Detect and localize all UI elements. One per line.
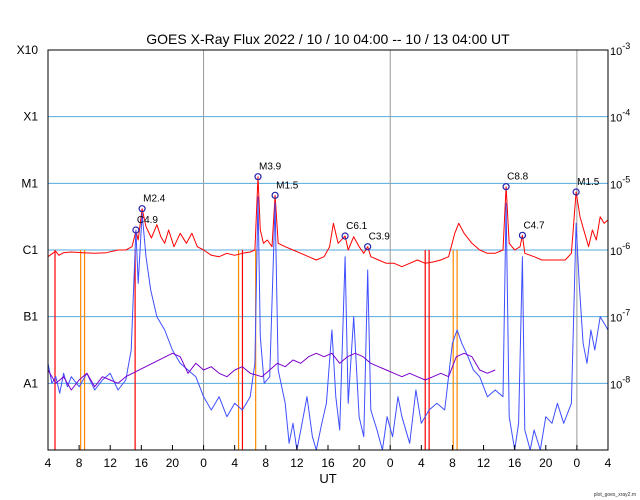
right-axis-mantissa: 10 xyxy=(610,179,622,191)
right-axis-mantissa: 10 xyxy=(610,113,622,125)
x-axis-ticks: 4 8 12 16 20 0 4 8 12 16 20 0 4 8 12 16 20 0 4 xyxy=(45,445,612,470)
right-axis-exponent: -6 xyxy=(622,241,630,251)
flare-marker-1 xyxy=(132,226,140,234)
x-tick-label-7: 8 xyxy=(262,456,269,470)
x-tick-label-18: 4 xyxy=(605,456,612,470)
right-axis-exponent: -8 xyxy=(622,374,630,384)
left-axis-label-2: M1 xyxy=(21,176,38,190)
x-tick-label-4: 20 xyxy=(166,456,180,470)
flare-label-3: M1.5 xyxy=(276,180,299,191)
flare-label-0: M2.4 xyxy=(143,194,166,205)
left-axis-label-3: C1 xyxy=(23,243,39,257)
x-tick-label-10: 20 xyxy=(352,456,366,470)
right-axis-exponent: -7 xyxy=(622,308,630,318)
flare-label-2: M3.9 xyxy=(259,162,282,173)
x-tick-label-6: 4 xyxy=(231,456,238,470)
flare-marker-0 xyxy=(138,205,146,213)
right-axis-label-4: 10-7 xyxy=(610,308,630,325)
x-tick-label-14: 12 xyxy=(477,456,491,470)
flare-marker-3 xyxy=(271,191,279,199)
x-tick-label-9: 16 xyxy=(321,456,335,470)
right-axis-exponent: -3 xyxy=(622,41,630,51)
series-line-1 xyxy=(47,196,609,451)
flare-marker-4 xyxy=(341,232,349,240)
right-axis-mantissa: 10 xyxy=(610,379,622,391)
right-axis-label-5: 10-8 xyxy=(610,374,630,391)
series-layer xyxy=(47,176,609,451)
flare-label-7: C4.7 xyxy=(523,220,545,231)
flare-label-4: C6.1 xyxy=(346,221,368,232)
right-axis-label-3: 10-6 xyxy=(610,241,630,258)
x-tick-label-16: 20 xyxy=(539,456,553,470)
left-axis-label-5: A1 xyxy=(23,376,38,390)
right-axis-exponent: -5 xyxy=(622,174,630,184)
x-tick-label-1: 8 xyxy=(76,456,83,470)
right-axis-labels: 10-310-410-510-610-710-8 xyxy=(610,41,630,391)
series-line-2 xyxy=(47,352,496,391)
flare-label-8: M1.5 xyxy=(577,177,600,188)
right-axis-mantissa: 10 xyxy=(610,313,622,325)
x-tick-label-17: 0 xyxy=(574,456,581,470)
right-axis-label-0: 10-3 xyxy=(610,41,630,58)
right-axis-exponent: -4 xyxy=(622,108,630,118)
x-tick-label-0: 4 xyxy=(45,456,52,470)
flare-marker-7 xyxy=(518,231,527,239)
x-tick-label-11: 0 xyxy=(387,456,394,470)
chart-title: GOES X-Ray Flux 2022 / 10 / 10 04:00 -- … xyxy=(146,31,510,47)
flare-marker-8 xyxy=(572,188,580,196)
x-axis-title: UT xyxy=(319,471,336,486)
flare-label-5: C3.9 xyxy=(369,232,391,243)
x-tick-label-5: 0 xyxy=(200,456,207,470)
flare-label-1: C4.9 xyxy=(137,215,159,226)
flare-marker-2 xyxy=(254,173,262,181)
flare-marker-5 xyxy=(364,243,372,251)
right-axis-label-1: 10-4 xyxy=(610,108,630,125)
x-tick-label-8: 12 xyxy=(290,456,304,470)
x-tick-label-2: 12 xyxy=(104,456,118,470)
right-axis-mantissa: 10 xyxy=(610,246,622,258)
vertical-markers xyxy=(54,250,458,450)
right-axis-mantissa: 10 xyxy=(610,46,622,58)
left-axis-label-4: B1 xyxy=(23,310,38,324)
x-tick-label-13: 8 xyxy=(449,456,456,470)
left-axis-label-1: X1 xyxy=(23,110,38,124)
right-axis-label-2: 10-5 xyxy=(610,174,630,191)
credit-label: plot_goes_xray2.m xyxy=(594,492,636,498)
left-axis-labels: X10 X1 M1 C1 B1 A1 xyxy=(17,43,39,390)
flare-marker-6 xyxy=(502,183,510,191)
x-tick-label-15: 16 xyxy=(508,456,522,470)
left-axis-label-0: X10 xyxy=(17,43,39,57)
flare-label-6: C8.8 xyxy=(507,172,529,183)
x-tick-label-3: 16 xyxy=(135,456,149,470)
flare-annotations: M2.4 C4.9 M3.9 M1.5 C6.1C3.9 C8.8 C4.7 M1.5 xyxy=(132,162,600,251)
x-tick-label-12: 4 xyxy=(418,456,425,470)
